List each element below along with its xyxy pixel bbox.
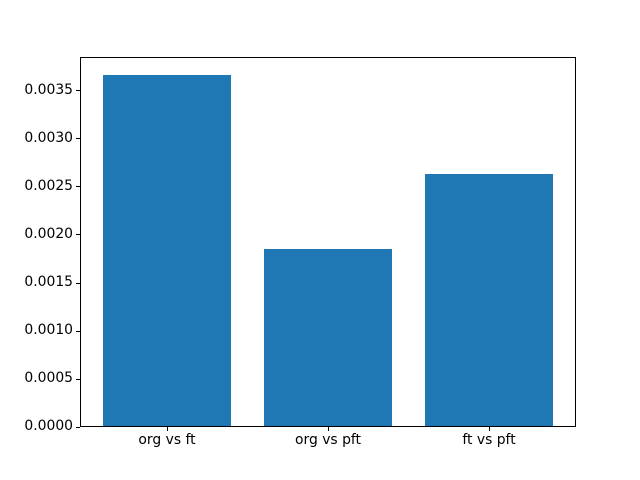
bar-org-vs-pft [263,249,393,427]
y-tick-mark [76,186,80,188]
bar-org-vs-ft [102,74,232,427]
y-tick-mark [76,330,80,332]
bar-ft-vs-pft [424,173,554,427]
x-tick-label: ft vs pft [462,432,516,448]
y-tick-label: 0.0020 [24,225,73,242]
x-tick-label: org vs ft [138,432,196,448]
y-tick-mark [76,282,80,284]
y-tick-mark [76,234,80,236]
y-tick-label: 0.0035 [24,81,73,98]
y-tick-label: 0.0005 [24,370,73,387]
y-tick-label: 0.0010 [24,322,73,339]
y-tick-mark [76,138,80,140]
x-tick-mark [488,427,490,431]
y-tick-mark [76,378,80,380]
x-tick-mark [166,427,168,431]
y-tick-mark [76,90,80,92]
x-tick-mark [327,427,329,431]
y-tick-label: 0.0030 [24,129,73,146]
y-tick-mark [76,426,80,428]
y-tick-label: 0.0025 [24,177,73,194]
y-tick-label: 0.0015 [24,274,73,291]
y-tick-label: 0.0000 [24,418,73,435]
x-tick-label: org vs pft [295,432,361,448]
